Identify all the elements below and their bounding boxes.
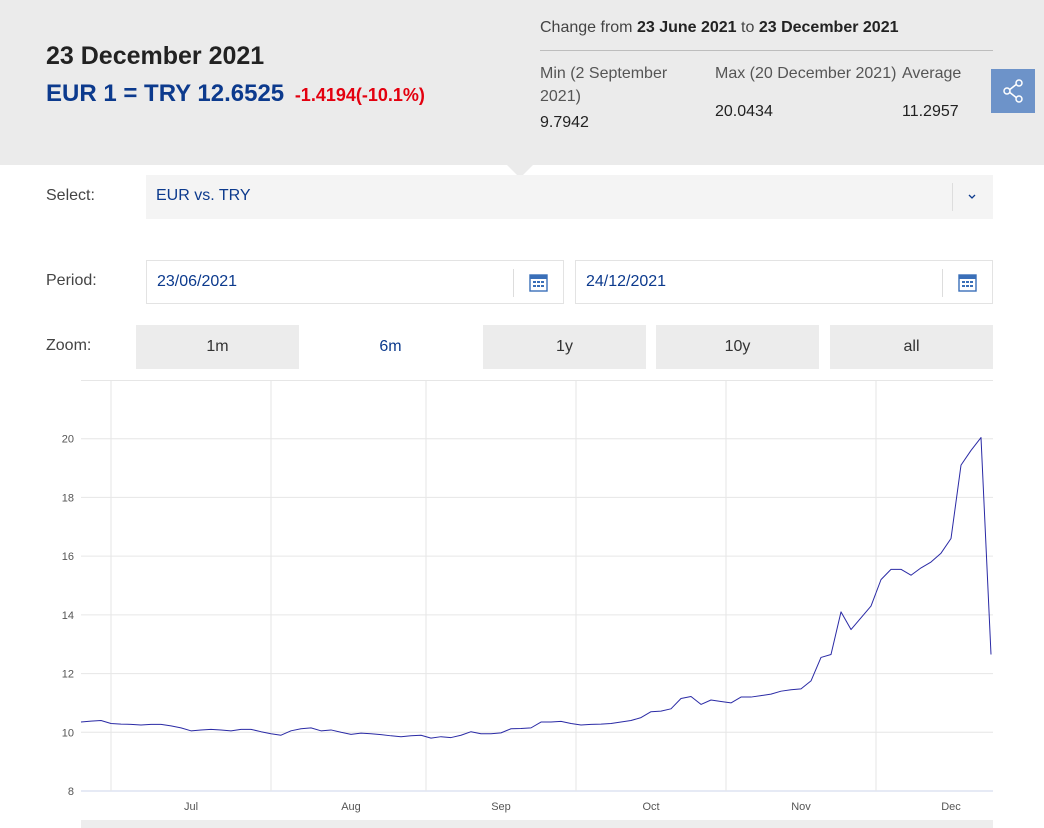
- avg-value: 11.2957: [902, 103, 959, 120]
- change-range: Change from 23 June 2021 to 23 December …: [540, 19, 898, 37]
- zoom-label: Zoom:: [46, 337, 92, 354]
- zoom-button[interactable]: 6m: [379, 338, 402, 355]
- select-label: Select:: [46, 187, 95, 204]
- start-date[interactable]: 23/06/2021: [146, 260, 564, 304]
- prefix: Change from: [540, 19, 633, 36]
- y-tick-label: 16: [62, 551, 74, 563]
- rate-line: [80, 437, 992, 739]
- rate-change: -1.4194(-10.1%): [294, 85, 425, 105]
- x-tick-label: Jul: [184, 801, 198, 813]
- from: 23 June 2021: [636, 19, 737, 36]
- chart: 8 10 12 14 16 18 20 Jul Aug Sep Oct Nov Dec: [62, 380, 993, 828]
- x-tick-label: Aug: [341, 801, 361, 813]
- header: [0, 0, 1044, 165]
- y-tick-label: 10: [62, 727, 74, 739]
- rate-text: EUR 1 = TRY 12.6525: [46, 80, 285, 107]
- date: 23 December 2021: [46, 42, 265, 70]
- zoom-button[interactable]: 1y: [483, 325, 646, 369]
- calendar-icon: [513, 269, 548, 297]
- x-tick-label: Oct: [642, 801, 659, 813]
- pointer: [506, 164, 534, 178]
- y-tick-label: 12: [62, 669, 74, 681]
- navigator: [81, 820, 993, 828]
- select-value: EUR vs. TRY: [156, 187, 251, 204]
- avg-label: Average: [902, 65, 962, 82]
- zoom-button[interactable]: 10y: [656, 325, 819, 369]
- y-tick-label: 14: [62, 610, 74, 622]
- zoom-button[interactable]: 1m: [136, 325, 299, 369]
- rate: EUR 1 = TRY 12.6525 -1.4194(-10.1%): [46, 80, 425, 108]
- min-label: Min (2 September 2021): [540, 65, 668, 105]
- min-value: 9.7942: [540, 114, 589, 131]
- dropdown-arrow: [952, 183, 976, 211]
- to: 23 December 2021: [758, 19, 899, 36]
- x-tick-label: Dec: [941, 801, 961, 813]
- x-tick-label: Sep: [491, 801, 511, 813]
- max-label: Max (20 December 2021): [715, 65, 897, 82]
- end-date[interactable]: 24/12/2021: [575, 260, 993, 304]
- connector: to: [741, 19, 755, 36]
- x-tick-label: Nov: [791, 801, 811, 813]
- end-value: 24/12/2021: [586, 273, 667, 290]
- max-value: 20.0434: [715, 103, 773, 120]
- calendar-icon: [942, 269, 977, 297]
- y-tick-label: 18: [62, 492, 74, 504]
- zoom-button[interactable]: all: [830, 325, 993, 369]
- share-icon: [1003, 79, 1023, 103]
- share-button[interactable]: [991, 69, 1035, 113]
- period-label: Period:: [46, 272, 97, 289]
- start-value: 23/06/2021: [157, 273, 238, 290]
- select[interactable]: EUR vs. TRY: [146, 175, 993, 219]
- divider: [540, 50, 993, 51]
- y-tick-label: 8: [68, 786, 74, 798]
- y-tick-label: 20: [62, 434, 74, 446]
